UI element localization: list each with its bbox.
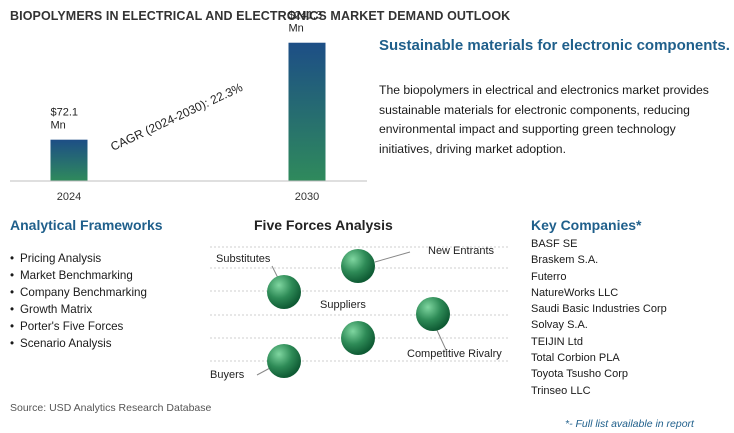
label-suppliers: Suppliers [320, 299, 366, 311]
analytical-frameworks-title: Analytical Frameworks [10, 217, 163, 233]
company-item: Trinseo LLC [531, 384, 591, 397]
key-companies-list: BASF SE Braskem S.A. Futerro NatureWorks… [531, 236, 667, 399]
connector-line [374, 251, 411, 263]
five-forces-title: Five Forces Analysis [254, 217, 393, 233]
sphere-suppliers [341, 321, 375, 355]
company-item: NatureWorks LLC [531, 286, 619, 299]
framework-item: Growth Matrix [10, 301, 147, 318]
company-item: Braskem S.A. [531, 254, 599, 267]
source-note: Source: USD Analytics Research Database [10, 402, 212, 414]
bar-2024 [50, 139, 88, 181]
label-new-entrants: New Entrants [428, 245, 495, 257]
data-label-2024: $72.1 Mn [51, 107, 79, 132]
sphere-substitutes [267, 275, 301, 309]
connector-line [256, 367, 271, 376]
key-companies-title: Key Companies* [531, 217, 642, 233]
label-buyers: Buyers [210, 369, 245, 381]
sphere-new-entrants [341, 249, 375, 283]
footnote: *- Full list available in report [565, 418, 694, 430]
x-tick-label-2024: 2024 [57, 191, 81, 203]
connector-line [435, 327, 448, 353]
label-competitive-rivalry: Competitive Rivalry [407, 348, 502, 360]
company-item: Saudi Basic Industries Corp [531, 303, 667, 316]
company-item: Futerro [531, 270, 567, 283]
company-item: Solvay S.A. [531, 319, 588, 332]
summary-title: Sustainable materials for electronic com… [379, 37, 730, 54]
label-substitutes: Substitutes [216, 253, 271, 265]
analytical-frameworks-list: Pricing Analysis Market Benchmarking Com… [10, 250, 147, 352]
framework-item: Pricing Analysis [10, 250, 147, 267]
company-item: TEIJIN Ltd [531, 335, 583, 348]
company-item: Toyota Tsusho Corp [531, 368, 629, 381]
sphere-buyers [267, 344, 301, 378]
page-title: BIOPOLYMERS IN ELECTRICAL AND ELECTRONIC… [10, 9, 511, 23]
summary-body: The biopolymers in electrical and electr… [379, 83, 709, 156]
company-item: BASF SE [531, 238, 578, 250]
framework-item: Market Benchmarking [10, 267, 147, 284]
framework-item: Scenario Analysis [10, 335, 147, 352]
bar-2030 [288, 42, 326, 181]
framework-item: Company Benchmarking [10, 284, 147, 301]
x-tick-label-2030: 2030 [295, 191, 319, 203]
data-label-2030: $241.3 Mn [289, 10, 323, 35]
framework-item: Porter's Five Forces [10, 318, 147, 335]
company-item: Total Corbion PLA [531, 352, 620, 365]
sphere-competitive-rivalry [416, 297, 450, 331]
